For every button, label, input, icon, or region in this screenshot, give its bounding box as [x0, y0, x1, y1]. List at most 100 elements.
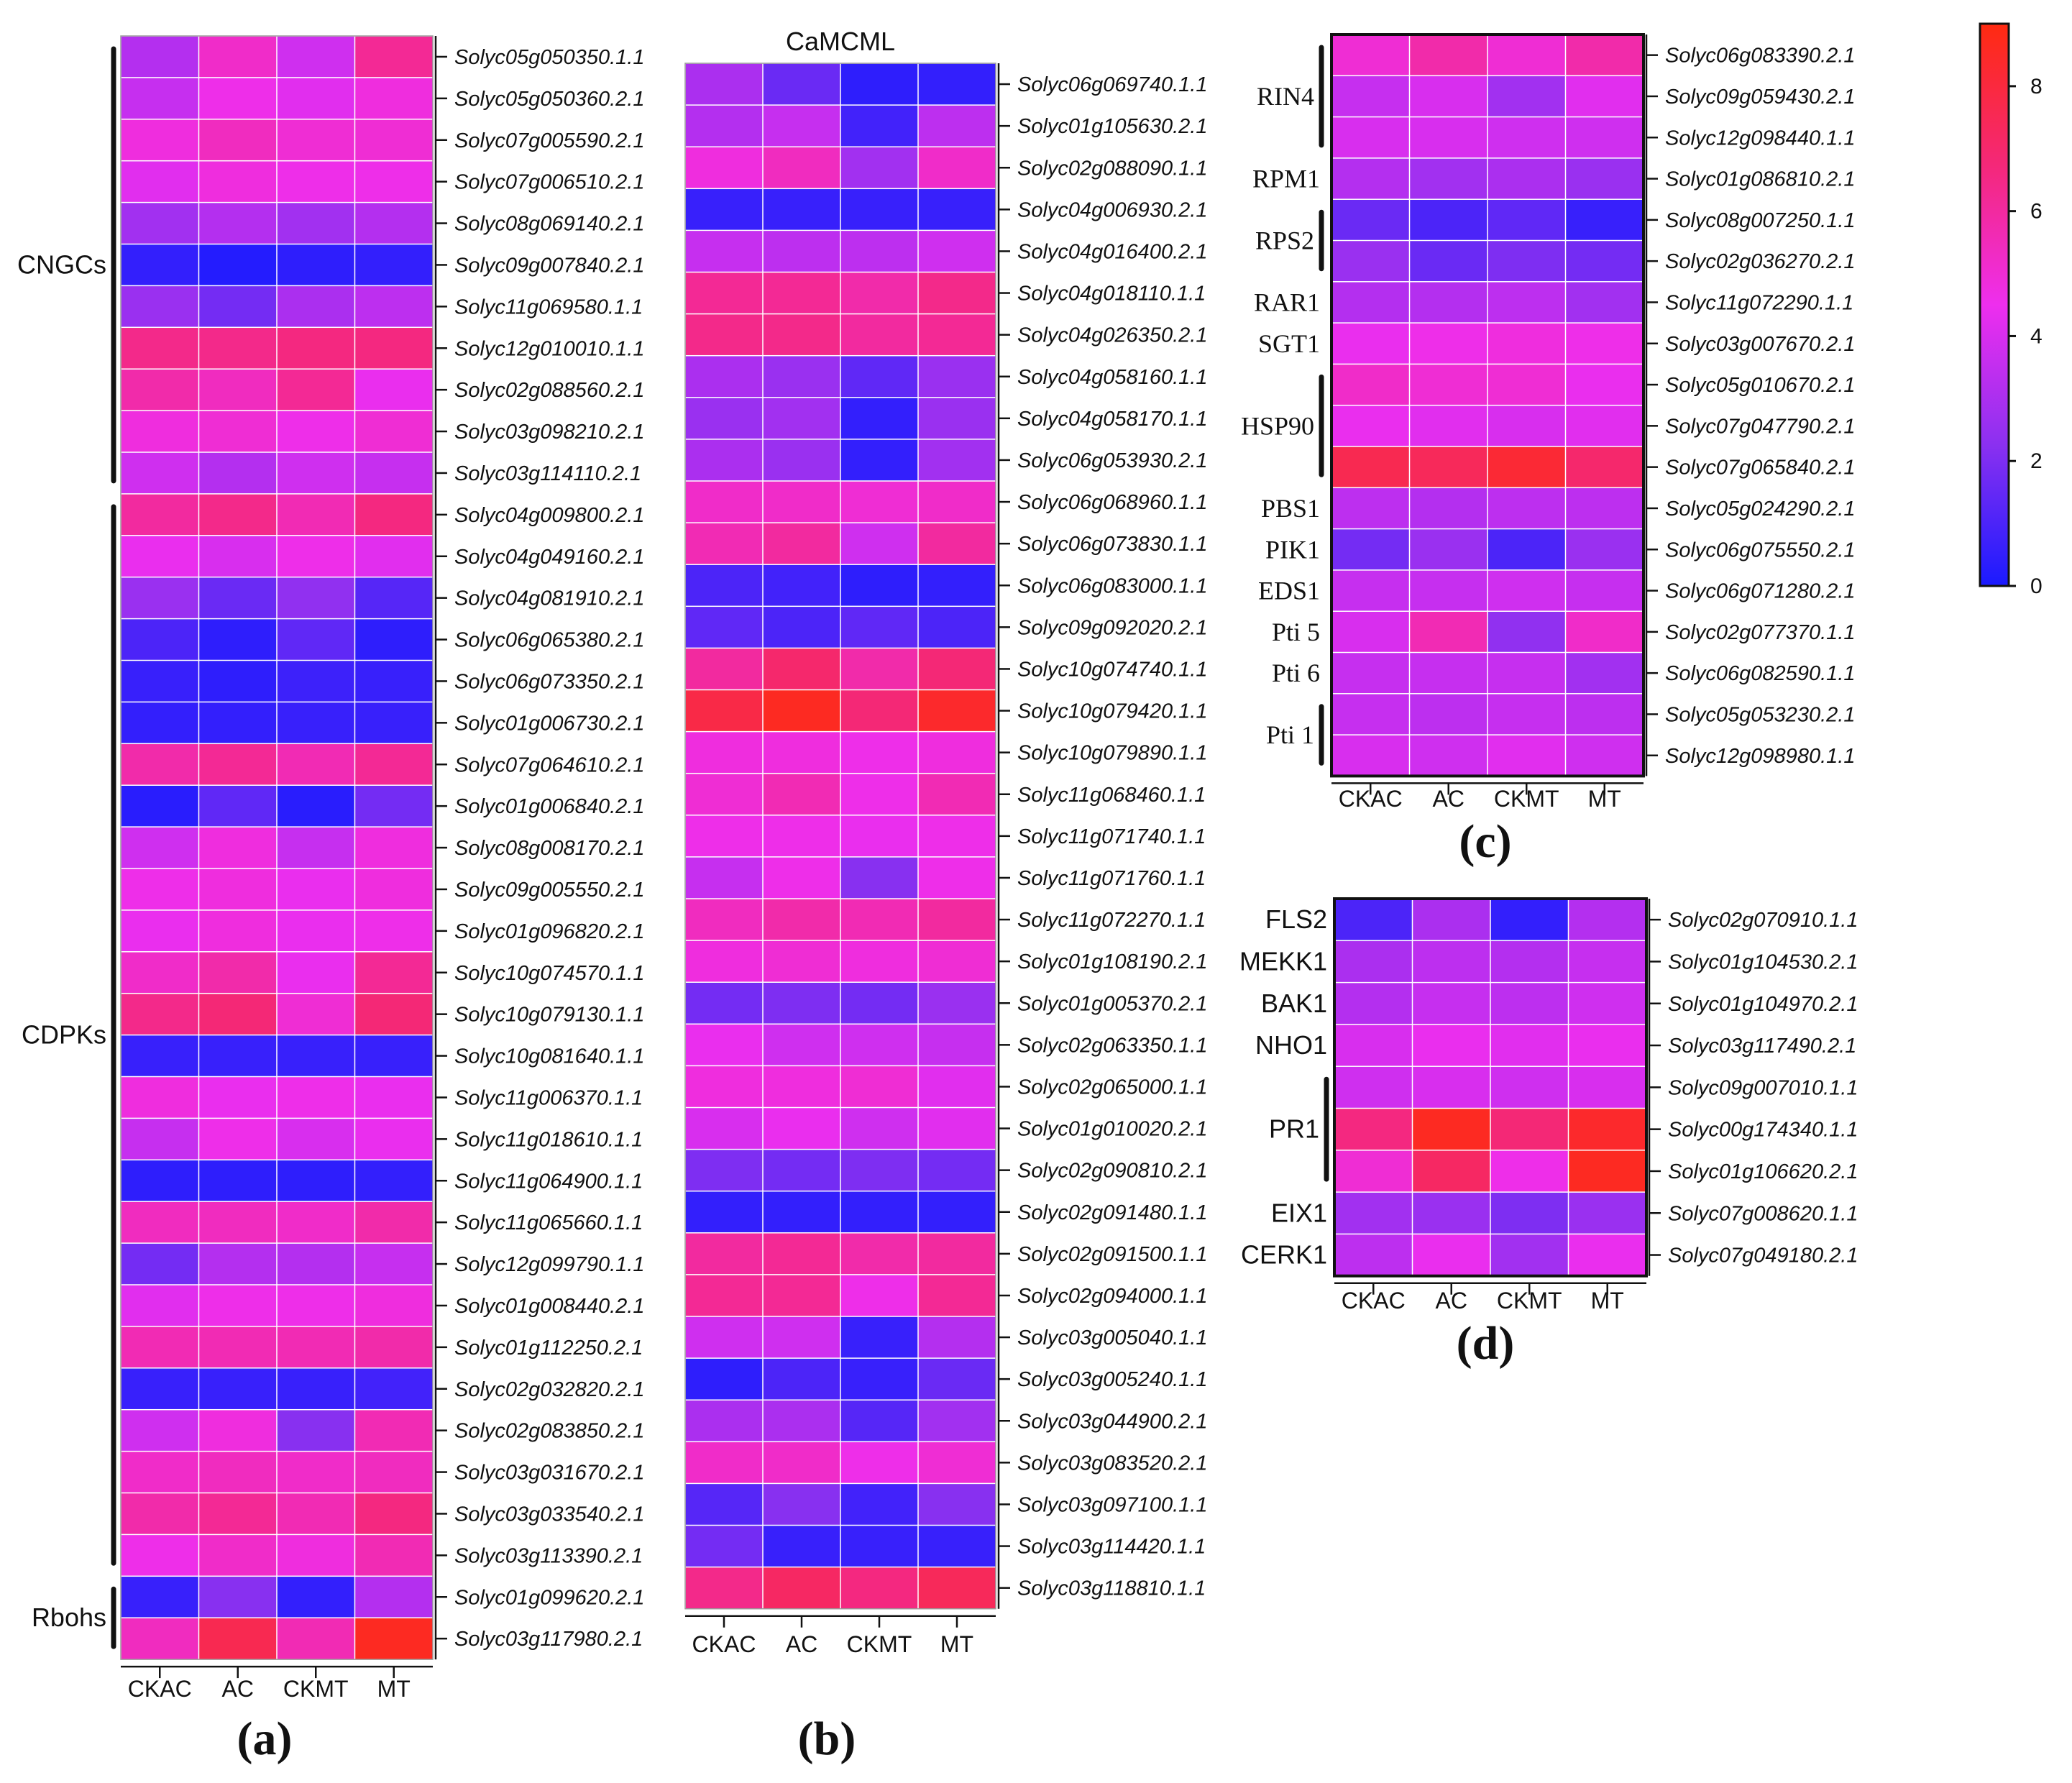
heatmap-cell: [198, 701, 278, 745]
heatmap-cell: [762, 1190, 842, 1234]
gene-label: Solyc02g091500.1.1: [1017, 1243, 1207, 1266]
heatmap-cell: [120, 701, 200, 745]
heatmap-cell: [684, 354, 764, 398]
group-label: PBS1: [1261, 494, 1320, 523]
heatmap-cell: [1408, 116, 1489, 159]
heatmap-cell: [684, 1399, 764, 1443]
gene-label: Solyc01g096820.2.1: [454, 920, 644, 943]
heatmap-cell: [276, 535, 356, 578]
group-label: CERK1: [1241, 1240, 1327, 1270]
heatmap-cell: [198, 992, 278, 1036]
heatmap-cell: [1411, 1233, 1492, 1277]
heatmap-cell: [354, 1534, 434, 1577]
heatmap-cell: [276, 410, 356, 454]
gene-label: Solyc10g074740.1.1: [1017, 658, 1207, 681]
gene-label: Solyc03g097100.1.1: [1017, 1493, 1207, 1516]
heatmap-cell: [1411, 1150, 1492, 1193]
heatmap-cell: [1564, 569, 1645, 613]
heatmap-cell: [354, 1076, 434, 1119]
group-label: SGT1: [1258, 329, 1320, 358]
heatmap-cell: [1490, 1191, 1569, 1235]
heatmap-cell: [762, 397, 842, 440]
heatmap-cell: [1331, 734, 1411, 777]
heatmap-cell: [917, 439, 997, 482]
heatmap-cell: [354, 826, 434, 870]
gene-label: Solyc03g114420.1.1: [1017, 1536, 1206, 1559]
panel-label: (c): [1459, 815, 1511, 868]
heatmap-cell: [917, 271, 997, 315]
heatmap-cell: [1331, 693, 1411, 736]
column-label: CKAC: [128, 1676, 192, 1702]
heatmap-cell: [1487, 322, 1567, 365]
heatmap-cell: [840, 522, 920, 566]
gene-label: Solyc11g071760.1.1: [1017, 867, 1206, 890]
heatmap-cell: [762, 1148, 842, 1192]
colorbar-tick-label: 4: [2030, 324, 2043, 348]
heatmap-cell: [840, 647, 920, 691]
heatmap-cell: [120, 1367, 200, 1411]
heatmap-cell: [354, 452, 434, 495]
heatmap-cell: [120, 1326, 200, 1369]
heatmap-cell: [684, 1482, 764, 1526]
plot-frame: [1333, 897, 1648, 1278]
gene-label: Solyc02g065000.1.1: [1017, 1076, 1207, 1099]
heatmap-cell: [762, 689, 842, 733]
heatmap-cell: [1490, 1024, 1569, 1068]
gene-label: Solyc03g005040.1.1: [1017, 1326, 1207, 1349]
heatmap-cell: [198, 535, 278, 578]
heatmap-cell: [276, 1575, 356, 1619]
gene-label: Solyc07g006510.2.1: [454, 171, 644, 194]
heatmap-panel-1: Solyc05g050350.1.1 Solyc05g050360.2.1 Soly…: [17, 35, 644, 1765]
heatmap-cell: [276, 826, 356, 870]
heatmap-cell: [1564, 198, 1645, 242]
heatmap-cell: [276, 868, 356, 911]
heatmap-cell: [354, 784, 434, 828]
heatmap-cell: [840, 730, 920, 774]
heatmap-cell: [276, 119, 356, 162]
gene-label: Solyc11g072270.1.1: [1017, 909, 1206, 932]
heatmap-cell: [684, 1524, 764, 1568]
heatmap-cell: [1334, 1233, 1413, 1277]
heatmap-cell: [684, 605, 764, 649]
heatmap-cell: [120, 201, 200, 245]
heatmap-cell: [354, 1575, 434, 1619]
heatmap-cell: [1408, 651, 1489, 695]
heatmap-cell: [354, 1159, 434, 1203]
heatmap-cell: [917, 689, 997, 733]
heatmap-cell: [354, 701, 434, 745]
heatmap-cell: [1331, 569, 1411, 613]
heatmap-cell: [684, 63, 764, 106]
heatmap-cell: [1408, 157, 1489, 201]
column-label: AC: [222, 1676, 254, 1702]
heatmap-cell: [917, 1106, 997, 1150]
heatmap-cell: [1490, 1150, 1569, 1193]
group-label: Pti 1: [1266, 720, 1314, 749]
column-label: AC: [1436, 1288, 1467, 1314]
heatmap-cell: [762, 1023, 842, 1067]
heatmap-cell: [1331, 322, 1411, 365]
heatmap-cell: [684, 564, 764, 608]
heatmap-cell: [1487, 734, 1567, 777]
heatmap-cell: [354, 77, 434, 120]
gene-label: Solyc09g005550.2.1: [454, 879, 644, 902]
heatmap-cell: [1331, 198, 1411, 242]
gene-label: Solyc02g094000.1.1: [1017, 1285, 1207, 1308]
heatmap-cell: [198, 35, 278, 78]
column-label: MT: [1588, 786, 1621, 812]
gene-label: Solyc01g104970.2.1: [1668, 993, 1858, 1016]
heatmap-cell: [354, 119, 434, 162]
heatmap-cell: [840, 940, 920, 984]
heatmap-cell: [120, 1450, 200, 1494]
heatmap-cell: [276, 452, 356, 495]
heatmap-cell: [840, 605, 920, 649]
heatmap-cell: [1564, 404, 1645, 448]
heatmap-cell: [684, 856, 764, 900]
heatmap-cell: [198, 201, 278, 245]
heatmap-cell: [840, 1441, 920, 1485]
heatmap-cell: [1487, 281, 1567, 324]
heatmap-cell: [354, 1617, 434, 1661]
gene-label: Solyc02g091480.1.1: [1017, 1201, 1207, 1224]
heatmap-cell: [684, 898, 764, 942]
heatmap-cell: [684, 1441, 764, 1485]
